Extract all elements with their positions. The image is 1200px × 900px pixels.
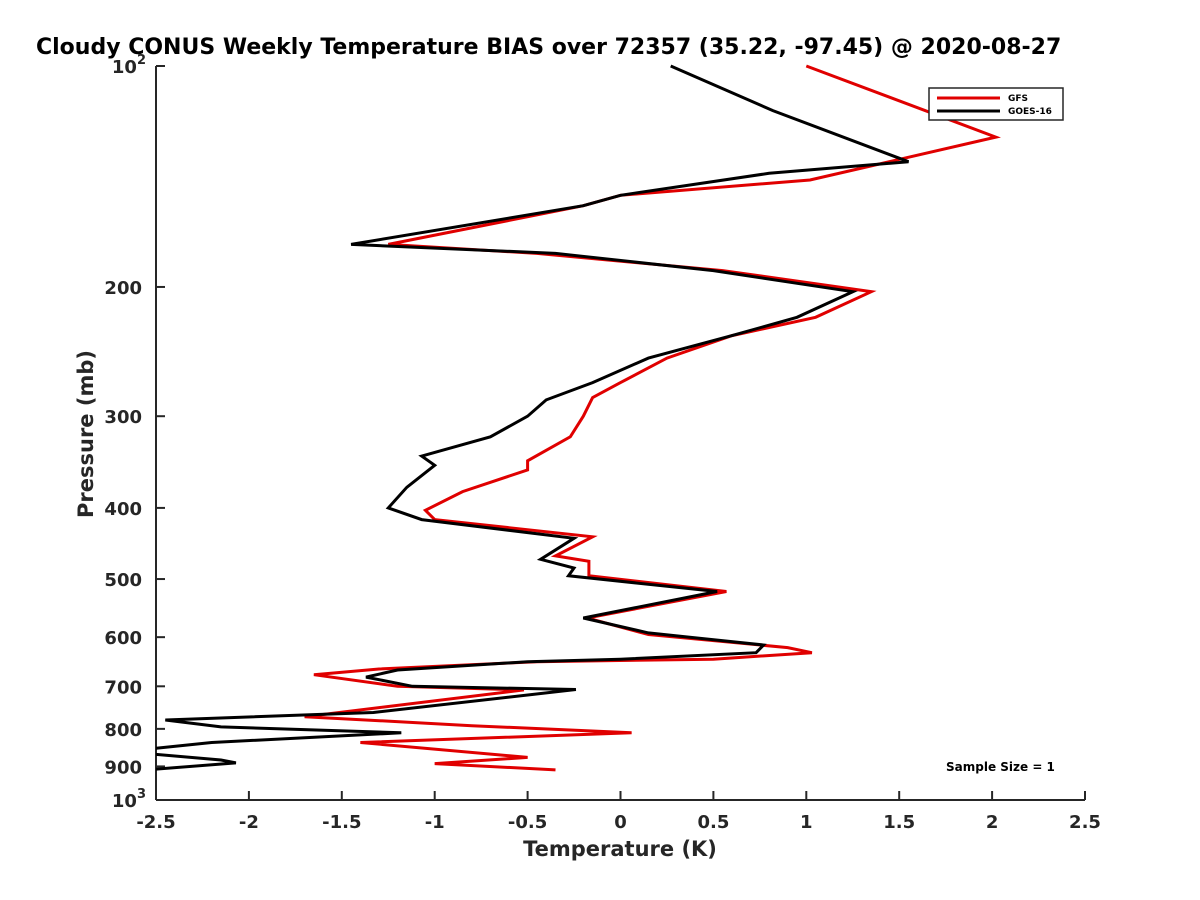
- series-line-goes-16: [156, 64, 910, 771]
- legend-label: GFS: [1008, 94, 1028, 104]
- x-tick-label: 1: [800, 812, 813, 833]
- series-layer: [156, 64, 1001, 772]
- legend-box: [928, 87, 1064, 121]
- y-tick-label: 900: [104, 757, 142, 778]
- sample-size-annotation: Sample Size = 1: [946, 760, 1055, 774]
- y-tick-exponent: 3: [137, 787, 146, 802]
- x-tick-label: -1.5: [322, 812, 361, 833]
- y-tick-label: 102: [112, 53, 146, 78]
- x-tick-label: 0.5: [697, 812, 729, 833]
- y-tick-base: 10: [112, 57, 137, 78]
- x-axis-label: Temperature (K): [523, 837, 717, 861]
- x-tick-label: 2: [986, 812, 999, 833]
- y-tick-label: 400: [104, 499, 142, 520]
- x-tick-label: 1.5: [883, 812, 915, 833]
- x-tick-label: -2: [239, 812, 259, 833]
- y-tick-label: 103: [112, 787, 146, 812]
- y-tick-exponent: 2: [137, 53, 146, 68]
- y-tick-base: 10: [112, 791, 137, 812]
- x-tick-label: -2.5: [136, 812, 175, 833]
- y-tick-label: 300: [104, 407, 142, 428]
- y-tick-label: 200: [104, 278, 142, 299]
- x-tick-label: -0.5: [508, 812, 547, 833]
- y-tick-label: 500: [104, 570, 142, 591]
- y-tick-label: 700: [104, 677, 142, 698]
- x-tick-label: 2.5: [1069, 812, 1101, 833]
- chart-title: Cloudy CONUS Weekly Temperature BIAS ove…: [36, 35, 1061, 60]
- legend-label: GOES-16: [1008, 107, 1052, 117]
- y-tick-label: 600: [104, 628, 142, 649]
- x-tick-label: -1: [425, 812, 445, 833]
- y-axis-label: Pressure (mb): [74, 350, 98, 518]
- legend: GFS GOES-16: [928, 87, 1064, 121]
- y-tick-label: 800: [104, 720, 142, 741]
- x-tick-label: 0: [614, 812, 627, 833]
- x-axis: -2.5 -2 -1.5 -1 -0.5 0 0.5 1 1.5 2 2.5: [136, 791, 1101, 833]
